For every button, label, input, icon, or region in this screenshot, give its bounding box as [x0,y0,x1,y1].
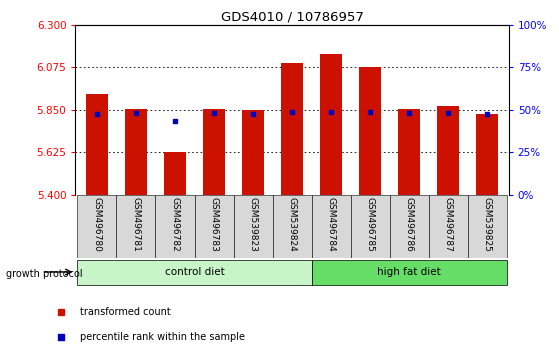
Text: GSM496785: GSM496785 [366,196,375,251]
Title: GDS4010 / 10786957: GDS4010 / 10786957 [221,11,363,24]
Text: GSM539823: GSM539823 [249,196,258,251]
Bar [359,67,381,195]
Text: GSM496784: GSM496784 [326,196,335,251]
Text: GSM539825: GSM539825 [483,196,492,251]
FancyBboxPatch shape [311,195,350,258]
Bar [320,54,342,195]
FancyBboxPatch shape [77,195,116,258]
Bar [125,109,146,195]
Text: GSM496783: GSM496783 [210,196,219,251]
FancyBboxPatch shape [429,195,468,258]
Bar [281,63,303,195]
Text: high fat diet: high fat diet [377,267,441,277]
Text: GSM496787: GSM496787 [444,196,453,251]
Bar [399,109,420,195]
Bar [164,152,186,195]
Text: percentile rank within the sample: percentile rank within the sample [79,332,245,342]
FancyBboxPatch shape [273,195,311,258]
Text: GSM496786: GSM496786 [405,196,414,251]
FancyBboxPatch shape [350,195,390,258]
FancyBboxPatch shape [77,260,311,285]
Bar [203,109,225,195]
FancyBboxPatch shape [116,195,155,258]
Bar [86,94,108,195]
Bar [242,110,264,195]
FancyBboxPatch shape [311,260,507,285]
FancyBboxPatch shape [390,195,429,258]
FancyBboxPatch shape [155,195,195,258]
FancyBboxPatch shape [195,195,234,258]
Text: transformed count: transformed count [79,307,170,317]
Text: GSM539824: GSM539824 [287,196,297,251]
Text: control diet: control diet [165,267,224,277]
Text: GSM496782: GSM496782 [170,196,179,251]
Text: GSM496780: GSM496780 [92,196,101,251]
Text: growth protocol: growth protocol [6,269,82,279]
Text: GSM496781: GSM496781 [131,196,140,251]
FancyBboxPatch shape [234,195,273,258]
FancyBboxPatch shape [468,195,507,258]
Bar [476,114,498,195]
Bar [438,105,459,195]
